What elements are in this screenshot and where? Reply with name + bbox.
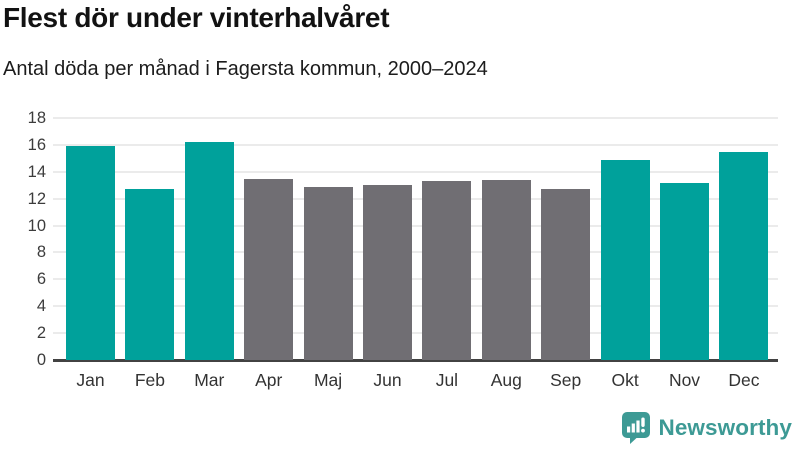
bar-sep xyxy=(541,189,591,360)
gridline-y-10 xyxy=(53,224,778,227)
logo-exclamation-stem xyxy=(641,417,646,427)
x-axis-label-sep: Sep xyxy=(550,370,582,390)
x-axis-label-apr: Apr xyxy=(255,370,283,390)
x-axis-label-jul: Jul xyxy=(435,370,459,390)
y-axis-tick-10: 10 xyxy=(27,216,46,235)
brand-footer: Newsworthy xyxy=(621,410,792,446)
x-axis-label-nov: Nov xyxy=(668,370,701,390)
gridline-y-2 xyxy=(53,332,778,335)
y-axis-tick-16: 16 xyxy=(27,135,46,154)
bar-jul xyxy=(422,181,472,360)
x-axis-label-aug: Aug xyxy=(490,370,522,390)
logo-bar-medium xyxy=(632,423,636,433)
logo-bar-large xyxy=(636,420,641,433)
y-axis-tick-0: 0 xyxy=(36,351,46,369)
x-axis-label-jun: Jun xyxy=(373,370,402,390)
bar-jan xyxy=(66,146,115,360)
newsworthy-logo-icon xyxy=(622,412,651,444)
bar-feb xyxy=(125,189,175,360)
logo-exclamation-dot xyxy=(641,428,646,433)
y-axis-tick-12: 12 xyxy=(27,189,46,208)
y-axis-tick-14: 14 xyxy=(27,162,46,181)
bar-dec xyxy=(719,151,769,360)
bar-okt xyxy=(600,159,650,360)
bar-maj xyxy=(303,186,353,360)
bar-apr xyxy=(244,178,294,360)
gridline-y-12 xyxy=(53,197,778,200)
logo-bar-small xyxy=(627,426,631,433)
bar-mar xyxy=(184,142,234,360)
chart-subtitle: Antal döda per månad i Fagersta kommun, … xyxy=(3,58,488,80)
y-axis-tick-2: 2 xyxy=(36,324,46,343)
brand-name: Newsworthy xyxy=(658,415,792,440)
x-axis-label-dec: Dec xyxy=(728,370,760,390)
x-axis-label-mar: Mar xyxy=(194,370,225,390)
gridline-y-16 xyxy=(53,143,778,146)
gridline-y-4 xyxy=(53,305,778,308)
x-axis-label-feb: Feb xyxy=(134,370,165,390)
bar-jun xyxy=(363,185,412,360)
x-axis-label-jan: Jan xyxy=(76,370,105,390)
bar-aug xyxy=(481,179,531,360)
bar-nov xyxy=(660,182,709,360)
x-axis-line xyxy=(53,359,778,362)
chart-title: Flest dör under vinterhalvåret xyxy=(3,2,390,33)
gridline-y-14 xyxy=(53,170,778,173)
y-axis-tick-6: 6 xyxy=(36,270,46,289)
gridline-y-8 xyxy=(53,251,778,254)
gridline-y-18 xyxy=(53,117,778,119)
y-axis-tick-8: 8 xyxy=(36,243,46,262)
x-axis-label-okt: Okt xyxy=(611,370,639,390)
y-axis-tick-18: 18 xyxy=(27,109,46,127)
gridline-y-6 xyxy=(53,278,778,281)
x-axis-label-maj: Maj xyxy=(313,370,343,390)
y-axis-tick-4: 4 xyxy=(36,297,46,316)
